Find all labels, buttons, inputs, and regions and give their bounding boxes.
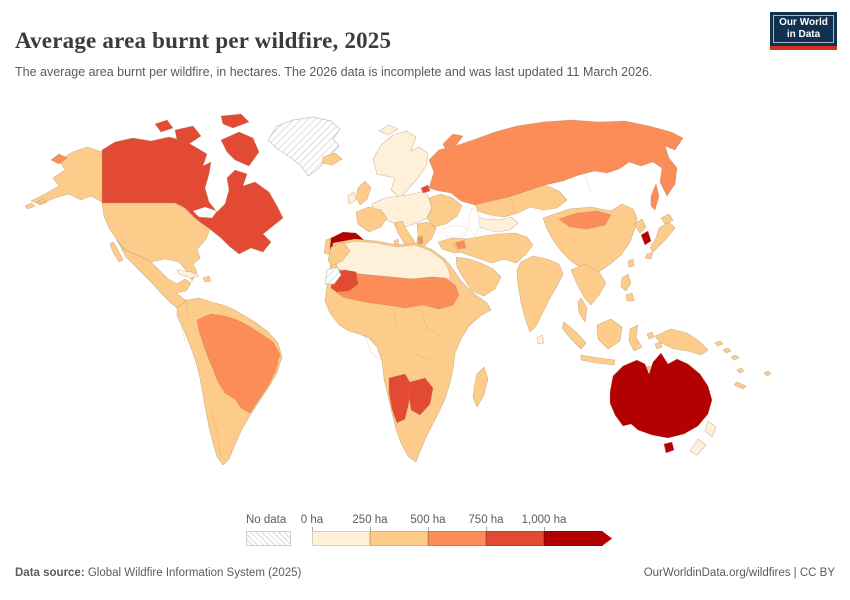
legend-no-data-swatch[interactable] xyxy=(246,531,291,546)
legend-segment-750-1000[interactable] xyxy=(486,531,544,546)
map-region-eastern-europe[interactable] xyxy=(426,193,463,228)
legend-tickmark xyxy=(428,527,429,532)
owid-logo-line2: in Data xyxy=(786,29,821,40)
legend-tickmark xyxy=(312,527,313,532)
legend-segment-1000-plus[interactable] xyxy=(544,531,612,546)
map-region-france[interactable] xyxy=(355,206,388,233)
data-source-label: Data source: xyxy=(15,567,85,579)
legend-tick-1000: 1,000 ha xyxy=(521,514,567,526)
legend-tickmark xyxy=(544,527,545,532)
data-source: Data source: Global Wildfire Information… xyxy=(15,567,301,579)
map-region-philippines[interactable] xyxy=(620,273,635,302)
legend-segment-500-750[interactable] xyxy=(428,531,486,546)
caspian-sea xyxy=(468,207,481,237)
owid-logo-text: Our World in Data xyxy=(773,15,834,43)
map-region-south-korea[interactable] xyxy=(640,230,652,246)
map-region-new-zealand[interactable] xyxy=(689,420,717,456)
map-region-india[interactable] xyxy=(516,255,564,333)
map-region-cuba[interactable] xyxy=(176,269,200,279)
map-region-albania[interactable] xyxy=(417,235,424,245)
page-subtitle: The average area burnt per wildfire, in … xyxy=(15,64,653,79)
map-region-wrangel-island[interactable] xyxy=(50,153,68,165)
map-region-western-sahara[interactable] xyxy=(324,266,342,285)
map-region-baltic-state[interactable] xyxy=(420,184,431,194)
map-region-madagascar[interactable] xyxy=(472,366,489,408)
map-legend: No data 0 ha 250 ha 500 ha 750 ha 1,000 … xyxy=(0,512,850,556)
attribution-link[interactable]: OurWorldinData.org/wildfires | CC BY xyxy=(643,567,835,579)
map-region-taiwan[interactable] xyxy=(627,258,635,268)
black-sea xyxy=(441,224,470,238)
map-region-sahel[interactable] xyxy=(335,272,460,310)
map-region-kazakhstan[interactable] xyxy=(474,184,568,218)
map-region-namibia[interactable] xyxy=(388,373,412,424)
legend-tick-250: 250 ha xyxy=(352,514,388,526)
owid-logo-red-bar xyxy=(770,46,837,50)
map-region-ireland[interactable] xyxy=(347,191,357,205)
legend-segment-0-250[interactable] xyxy=(312,531,370,546)
map-region-new-guinea[interactable] xyxy=(654,328,709,356)
legend-segment-250-500[interactable] xyxy=(370,531,428,546)
map-region-alaska[interactable] xyxy=(24,146,103,210)
map-region-pacific-islands[interactable] xyxy=(714,340,772,390)
chart-footer: Data source: Global Wildfire Information… xyxy=(15,567,835,579)
legend-no-data-label: No data xyxy=(246,514,287,526)
map-region-greenland[interactable] xyxy=(267,116,341,177)
map-region-syria[interactable] xyxy=(455,240,467,250)
owid-logo: Our World in Data xyxy=(770,12,837,50)
world-choropleth-map xyxy=(24,112,825,502)
map-region-united-kingdom[interactable] xyxy=(355,180,372,206)
map-region-morocco[interactable] xyxy=(327,241,351,267)
map-region-middle-east[interactable] xyxy=(452,232,534,264)
legend-tick-0: 0 ha xyxy=(300,514,324,526)
legend-tick-500: 500 ha xyxy=(410,514,446,526)
country-borders-decoration xyxy=(180,175,592,458)
page-title: Average area burnt per wildfire, 2025 xyxy=(15,28,392,54)
map-region-svalbard[interactable] xyxy=(378,124,399,136)
legend-tickmark xyxy=(370,527,371,532)
map-region-canada-arctic-islands[interactable] xyxy=(154,113,260,167)
map-region-mongolia[interactable] xyxy=(558,210,612,230)
map-region-southeast-asia[interactable] xyxy=(570,263,607,323)
map-region-hispaniola[interactable] xyxy=(202,275,212,283)
map-region-tasmania[interactable] xyxy=(663,441,675,454)
map-region-novaya-zemlya[interactable] xyxy=(442,133,464,153)
map-region-sakhalin[interactable] xyxy=(650,183,660,211)
great-lakes xyxy=(192,206,218,219)
legend-tickmark xyxy=(486,527,487,532)
map-region-scandinavia[interactable] xyxy=(372,130,429,199)
map-region-baja-california[interactable] xyxy=(109,241,124,263)
data-source-text: Global Wildfire Information System (2025… xyxy=(84,567,302,579)
map-region-north-korea[interactable] xyxy=(633,218,647,234)
map-region-sri-lanka[interactable] xyxy=(536,334,545,345)
map-region-australia[interactable] xyxy=(609,352,713,439)
map-region-indonesia[interactable] xyxy=(561,318,663,372)
map-region-brazil-bolivia[interactable] xyxy=(196,313,281,414)
map-region-iceland[interactable] xyxy=(321,152,343,166)
map-region-botswana[interactable] xyxy=(408,377,434,416)
map-region-arabian-peninsula[interactable] xyxy=(455,256,502,297)
legend-tick-750: 750 ha xyxy=(468,514,504,526)
map-region-japan[interactable] xyxy=(644,213,676,260)
owid-logo-line1: Our World xyxy=(779,17,828,28)
